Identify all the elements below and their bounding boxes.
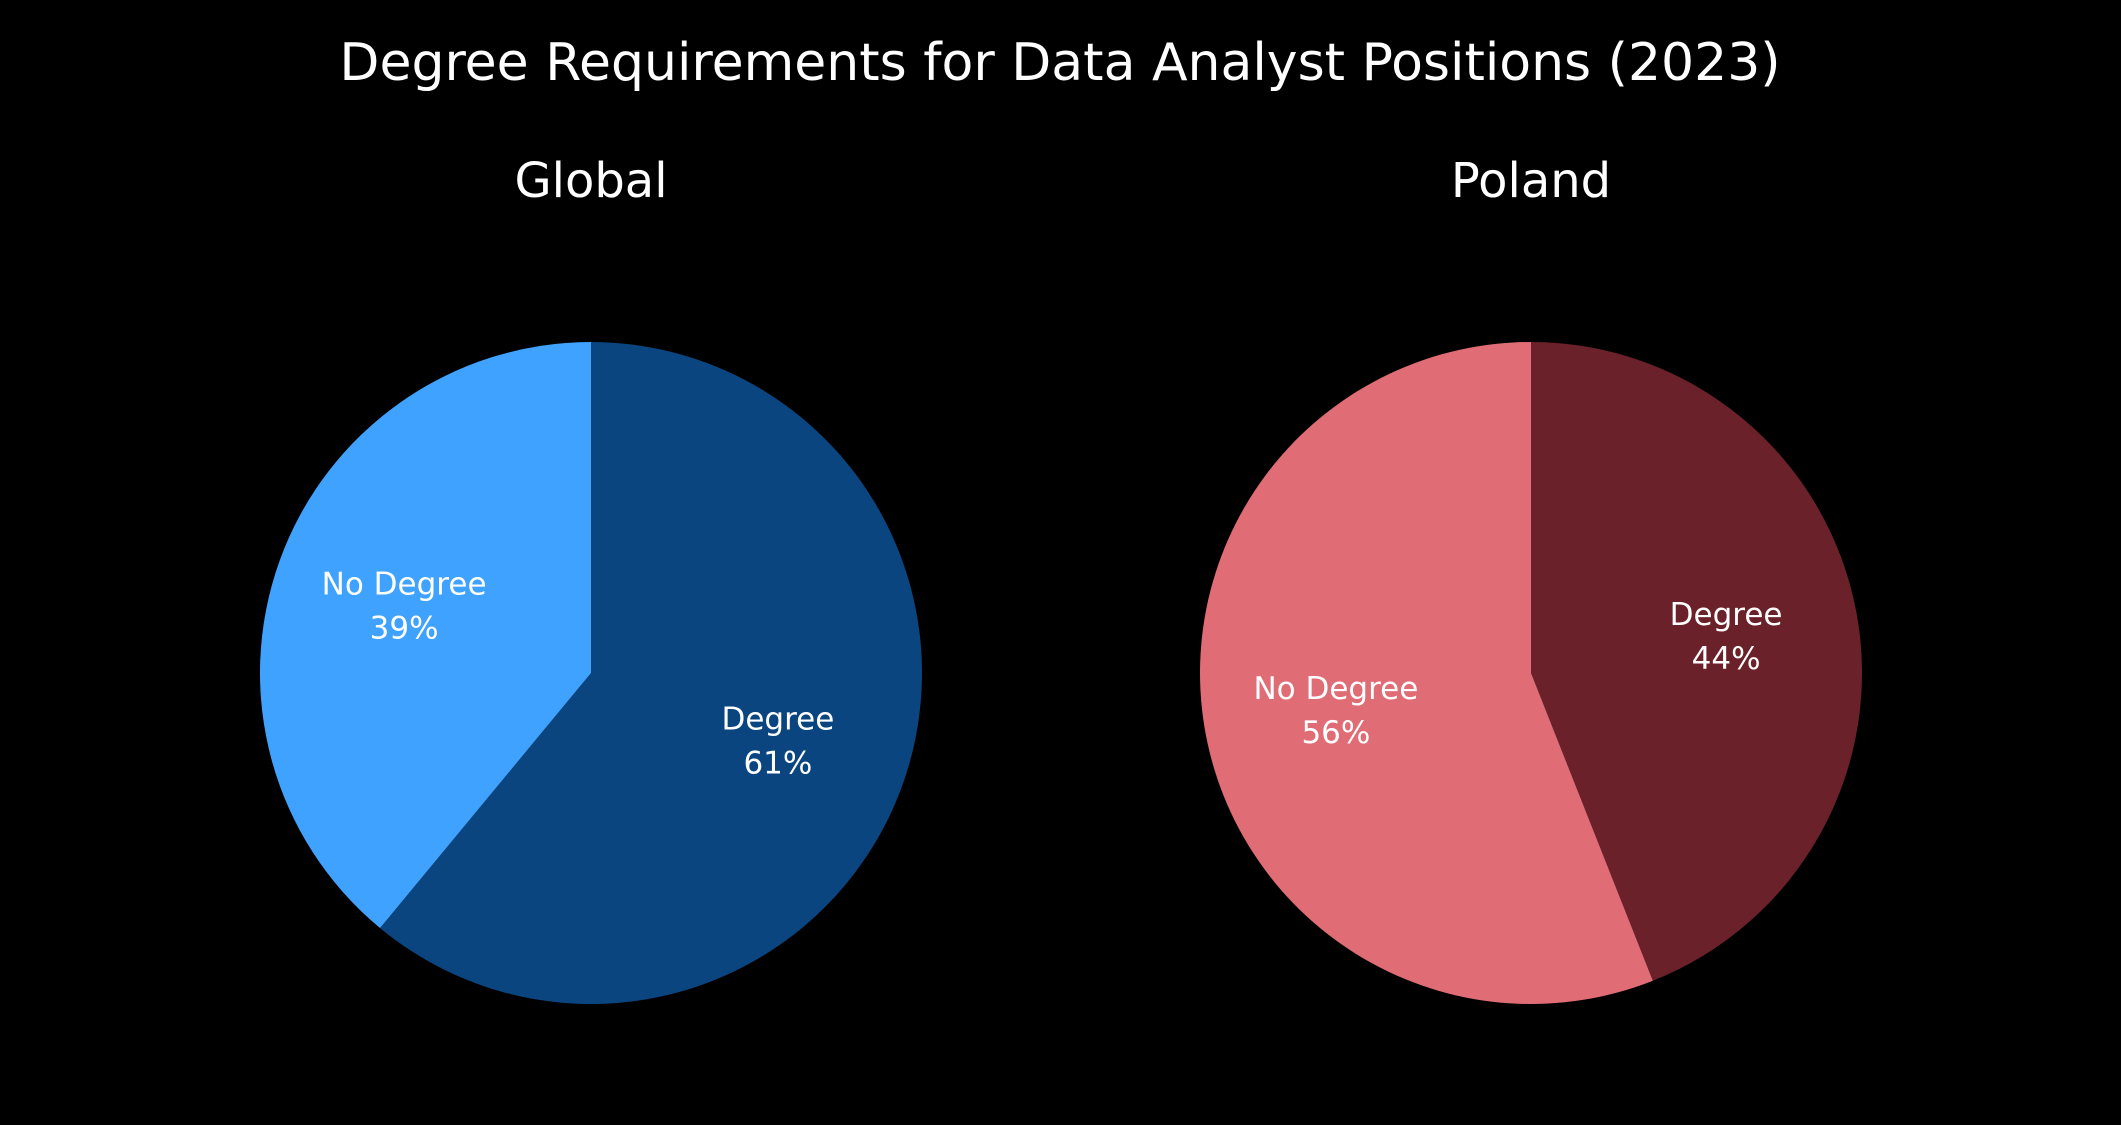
pie-slice-poland-no-degree: [1200, 342, 1653, 1004]
pie-poland: Degree 44% No Degree 56%: [1200, 342, 1863, 1004]
pie-slice-global-no-degree: [259, 342, 591, 929]
slice-label-percent: 61%: [743, 745, 812, 781]
pie-title-poland: Poland: [1451, 153, 1611, 209]
slice-label-global-no-degree: No Degree 39%: [322, 567, 487, 647]
slice-label-name: Degree: [1670, 597, 1783, 633]
slice-label-poland-no-degree: No Degree 56%: [1253, 671, 1418, 751]
pie-global: Degree 61% No Degree 39%: [259, 342, 922, 1004]
pie-panel-global: Global Degree 61% No Degree 39%: [259, 153, 922, 1004]
slice-label-percent: 56%: [1301, 715, 1370, 751]
pie-title-global: Global: [514, 153, 667, 209]
pie-slice-poland-degree: [1531, 342, 1863, 981]
chart-main-title: Degree Requirements for Data Analyst Pos…: [339, 33, 1780, 93]
slice-label-name: No Degree: [322, 567, 487, 603]
slice-label-percent: 39%: [370, 611, 439, 647]
slice-label-global-degree: Degree 61%: [721, 701, 834, 781]
slice-label-name: Degree: [721, 701, 834, 737]
pie-slice-global-degree: [380, 342, 922, 1004]
pie-panel-poland: Poland Degree 44% No Degree 56%: [1200, 153, 1863, 1004]
slice-label-percent: 44%: [1692, 641, 1761, 677]
slice-label-poland-degree: Degree 44%: [1670, 597, 1783, 677]
slice-label-name: No Degree: [1253, 671, 1418, 707]
